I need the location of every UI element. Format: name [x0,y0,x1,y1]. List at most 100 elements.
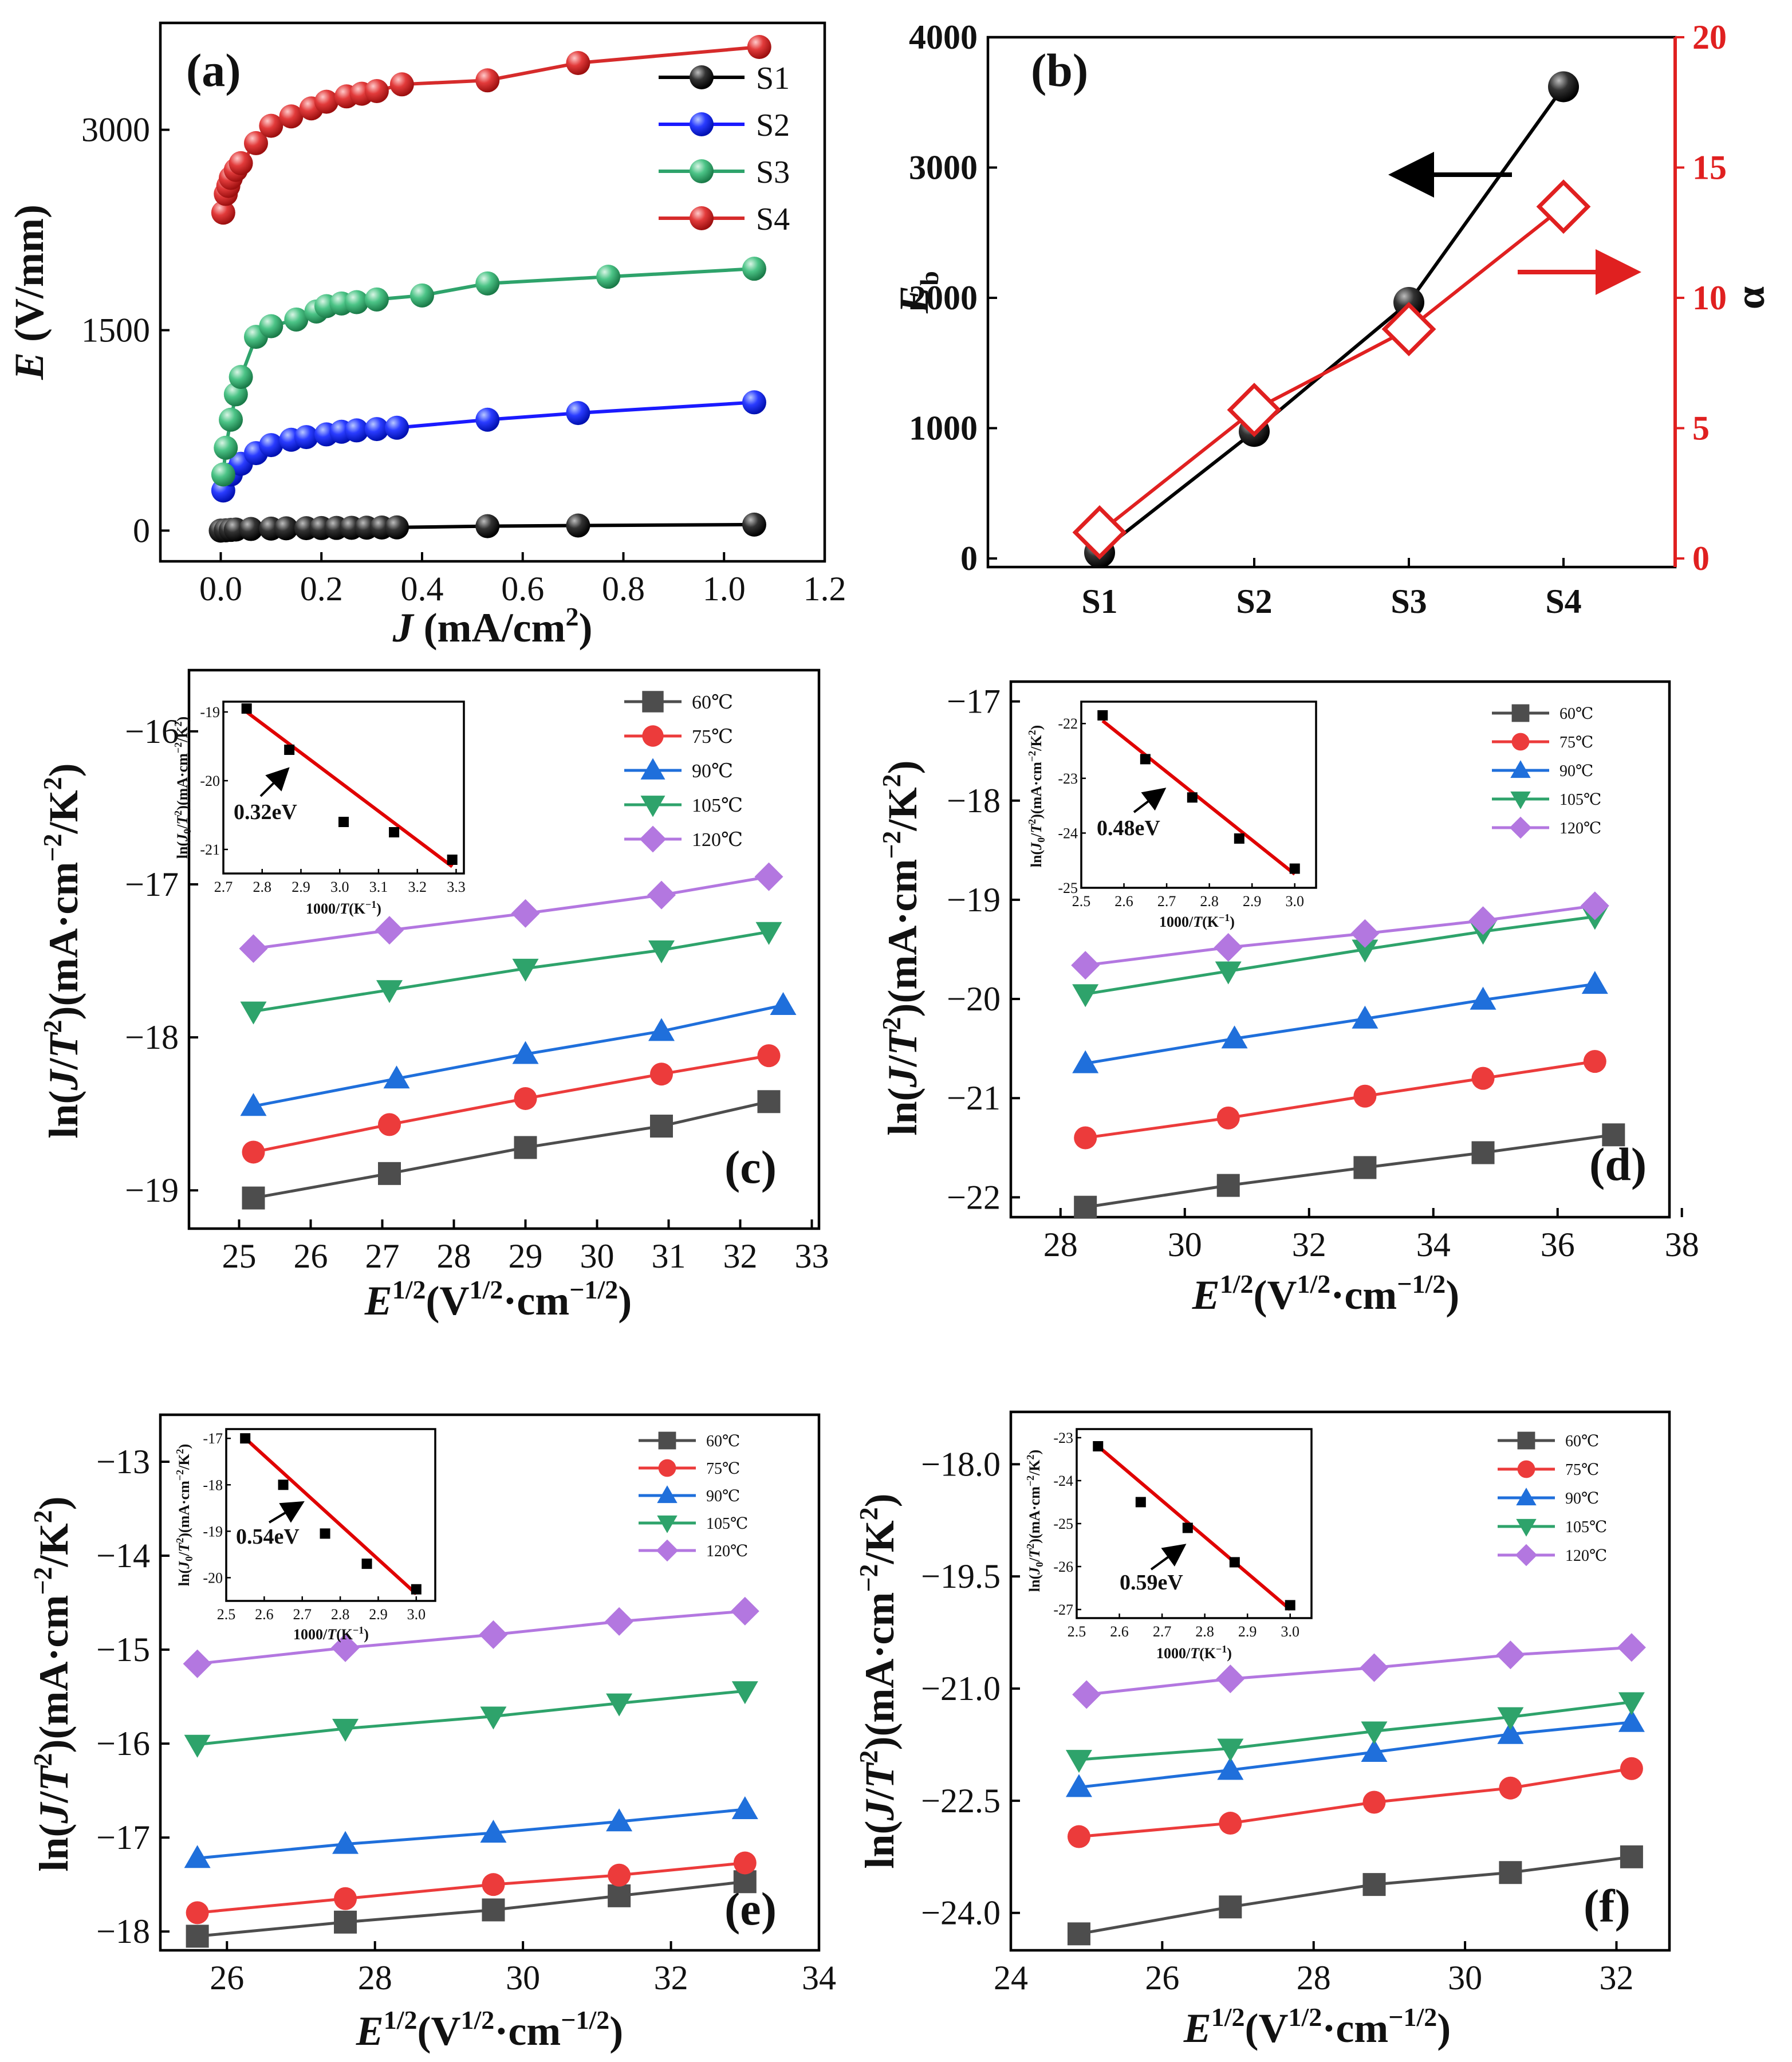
inset-data-point [1182,1522,1193,1533]
legend-label: 120℃ [1565,1547,1607,1565]
data-point-90℃ [1618,1709,1645,1732]
x-tick-label: 32 [1599,1959,1633,1997]
legend-label: 105℃ [692,795,743,816]
data-point-S2 [385,415,409,440]
data-point-105℃ [1072,984,1099,1008]
inset-plot: 1000/T(K−1) ln(J0/T2)(mA·cm−2/K2) 0.54eV… [174,1428,436,1643]
data-point-90℃ [1221,1025,1248,1049]
legend-label: 120℃ [692,829,743,851]
panel-label: (d) [1589,1138,1647,1190]
data-point-90℃ [731,1796,758,1819]
data-point-75℃ [733,1851,757,1875]
inset-x-tick-label: 2.7 [1153,1623,1172,1640]
data-point-60℃ [650,1115,673,1138]
y2-tick-label: 15 [1692,149,1727,187]
x-tick-label: 28 [1043,1226,1078,1264]
data-point-alpha [1536,179,1591,234]
x-axis-label: E1/2(V1/2·cm−1/2) [364,1275,632,1324]
inset-y-tick-label: -17 [203,1430,223,1447]
legend-marker [640,758,665,780]
data-point-105℃ [1361,1721,1388,1745]
y-tick-label: 0 [960,540,978,577]
series-layer: 28 30 32 34 36 38 −22 −21 −20 −19 −18 −17 [947,683,1699,1264]
y2-tick-label: 5 [1692,410,1710,447]
legend-label: 60℃ [692,692,733,713]
data-point-90℃ [648,1018,675,1041]
inset-x-tick-label: 2.7 [1157,893,1176,910]
x-tick-label: 26 [210,1959,244,1997]
legend-marker [639,825,667,853]
legend: 60℃ 75℃ 90℃ 105℃ 120℃ [1498,1431,1607,1567]
data-point-S4 [243,131,268,155]
inset-data-point [1097,710,1108,721]
plot-frame [187,668,821,1230]
inset-y-tick-label: -25 [1053,1516,1073,1532]
x-axis-label: E1/2(V1/2·cm−1/2) [1192,1269,1460,1318]
data-point-105℃ [332,1718,359,1742]
data-point-105℃ [480,1706,507,1730]
legend-label: 75℃ [1559,734,1593,751]
x-tick-label: 25 [222,1237,257,1275]
data-point-60℃ [378,1162,401,1185]
legend-marker [690,206,714,230]
data-point-120℃ [1071,951,1100,980]
legend-label: 75℃ [692,726,733,747]
data-point-S4 [259,113,283,138]
inset-x-tick-label: 2.6 [255,1606,274,1623]
legend-marker [658,1431,676,1450]
activation-energy-label: 0.32eV [234,800,297,824]
legend-marker [1511,733,1530,751]
legend-marker [657,1485,678,1504]
series-line-60℃ [1078,1855,1632,1935]
legend-label: 75℃ [706,1460,740,1478]
data-point-75℃ [1216,1106,1240,1130]
x-axis-label: E1/2(V1/2·cm−1/2) [1183,2002,1451,2051]
y-tick-label: 1000 [909,410,978,447]
series-line-120℃ [197,1610,745,1666]
panel-label: (a) [186,44,241,96]
series-line-90℃ [1085,982,1596,1065]
data-point-120℃ [1360,1653,1389,1682]
data-point-90℃ [480,1819,507,1843]
y-tick-label: 0 [133,511,150,549]
legend-label: 120℃ [706,1542,748,1560]
data-point-90℃ [1497,1721,1524,1744]
y-tick-label: −19.5 [921,1557,1001,1595]
inset-data-point [338,817,349,827]
data-point-105℃ [755,922,782,945]
data-point-S3 [259,314,283,339]
data-point-S3 [284,307,309,332]
data-point-S3 [409,283,434,308]
series-line-105℃ [197,1689,746,1746]
x-tick-label: 0.2 [300,570,343,608]
inset-x-tick-label: 3.0 [330,879,349,895]
data-point-120℃ [1617,1633,1646,1662]
y-axis-label: ln(J/T2)(mA·cm−2/K2) [28,1496,77,1871]
data-point-S4 [566,50,590,75]
data-point-105℃ [606,1693,633,1717]
inset-y-label: ln(J0/T2)(mA·cm−2/K2) [1025,1450,1045,1592]
legend-marker [1516,1518,1537,1537]
y-tick-label: −21 [947,1079,1001,1117]
inset-y-tick-label: -23 [1058,770,1078,787]
y-tick-label: −17 [947,683,1001,721]
data-point-S3 [475,271,500,296]
data-point-90℃ [1581,971,1608,994]
x-tick-label: 30 [1168,1226,1202,1264]
data-point-120℃ [183,1649,212,1678]
inset-y-tick-label: -23 [1053,1430,1073,1446]
data-point-60℃ [1216,1174,1240,1197]
data-point-75℃ [1219,1812,1242,1835]
inset-y-tick-label: -24 [1058,825,1078,841]
inset-data-point [1234,833,1244,844]
series-line-90℃ [197,1808,746,1860]
legend-marker [657,1515,678,1533]
data-point-90℃ [512,1041,539,1064]
data-point-90℃ [184,1845,211,1868]
data-point-90℃ [1361,1739,1388,1762]
data-point-S2 [344,418,369,443]
data-point-60℃ [1362,1873,1386,1896]
data-point-S3 [364,287,389,312]
data-point-90℃ [770,992,797,1015]
panel-label: (f) [1584,1880,1630,1932]
